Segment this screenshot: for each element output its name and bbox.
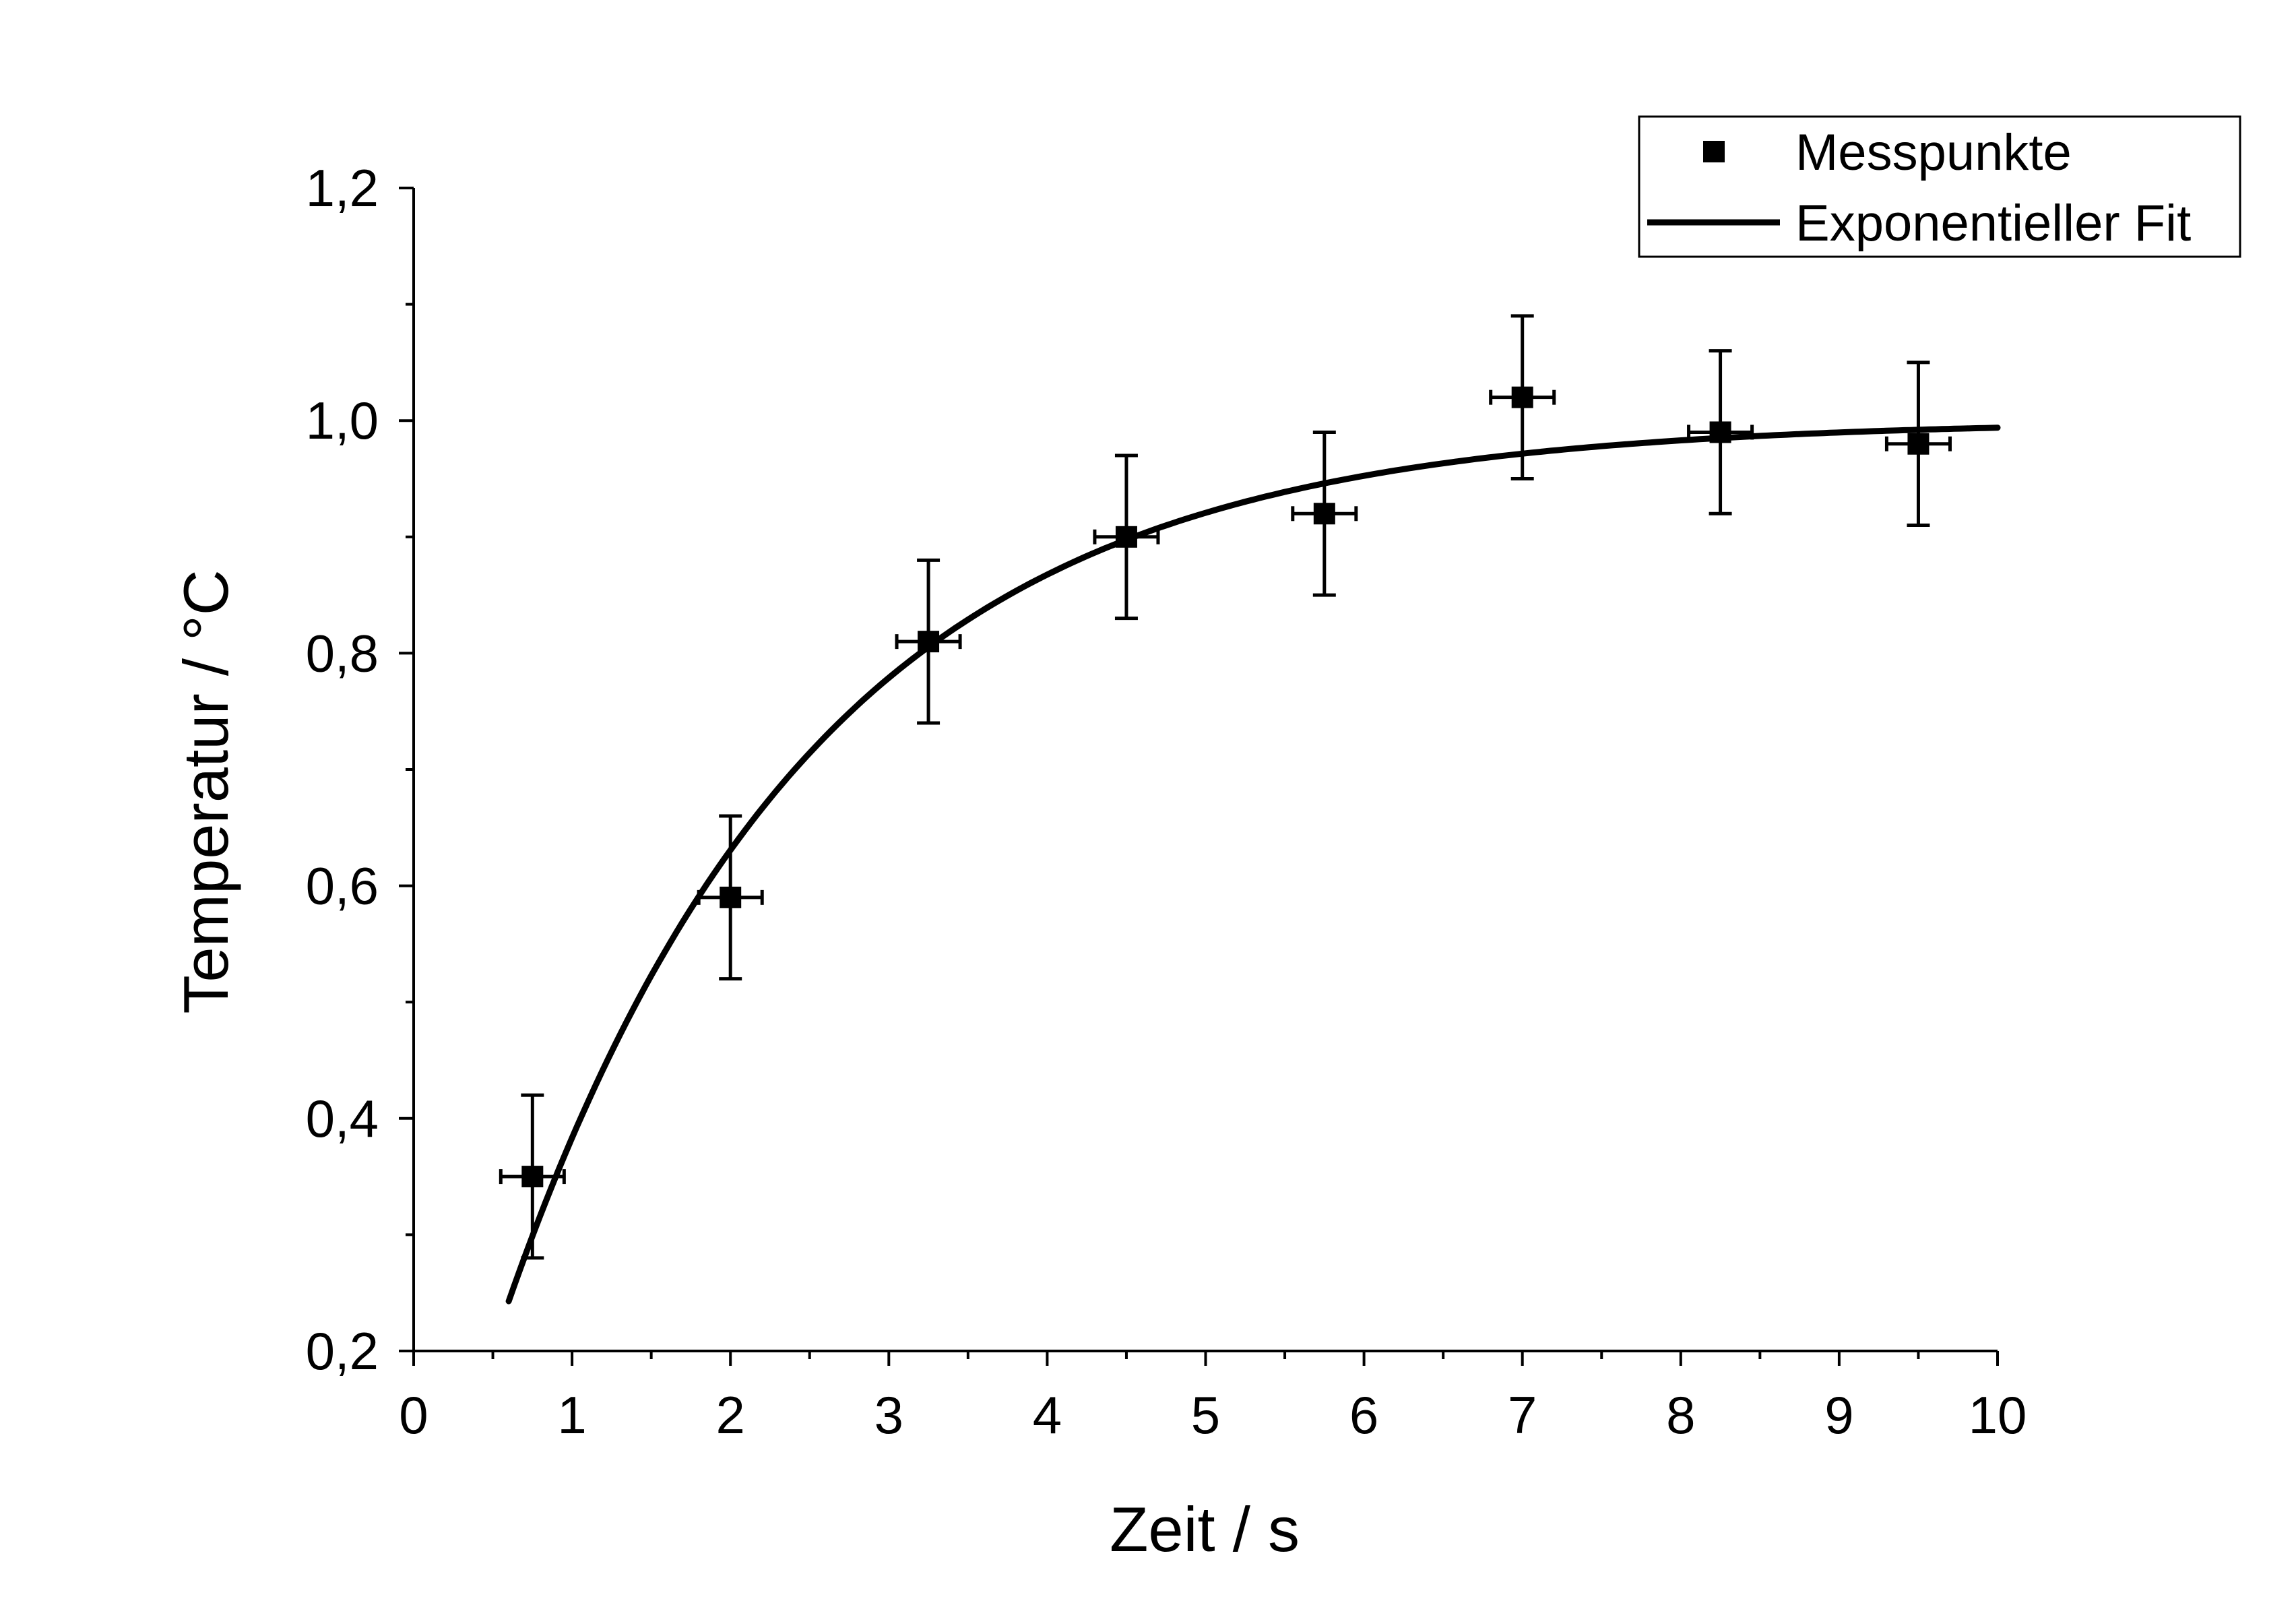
square-marker — [521, 1166, 544, 1188]
tick-marks — [399, 187, 1999, 1366]
data-point — [1291, 430, 1358, 597]
data-point — [697, 814, 764, 981]
y-tick-label: 0,4 — [306, 1089, 379, 1148]
x-axis-title: Zeit / s — [1110, 1494, 1300, 1565]
square-marker — [1115, 526, 1137, 548]
x-tick-label: 4 — [1033, 1385, 1062, 1445]
y-tick-label: 0,6 — [306, 856, 379, 916]
data-point — [1093, 453, 1160, 621]
square-marker — [1907, 433, 1930, 455]
x-tick-label: 5 — [1191, 1385, 1220, 1445]
data-point — [499, 1093, 566, 1260]
x-tick-label: 3 — [874, 1385, 903, 1445]
x-tick-label: 0 — [399, 1385, 428, 1445]
x-tick-label: 6 — [1349, 1385, 1378, 1445]
data-point — [1884, 360, 1952, 528]
square-marker — [1709, 421, 1731, 443]
square-marker — [1511, 386, 1533, 408]
y-tick-label: 1,0 — [306, 391, 379, 450]
legend-label-fit: Exponentieller Fit — [1795, 195, 2191, 252]
fit-curve — [505, 425, 2001, 1305]
square-marker — [720, 886, 742, 908]
y-axis-title: Temperatur / °C — [170, 569, 241, 1013]
data-point — [1489, 314, 1556, 480]
x-tick-label: 2 — [716, 1385, 745, 1445]
y-tick-label: 0,2 — [306, 1321, 379, 1381]
y-tick-label: 0,8 — [306, 623, 379, 683]
legend: Messpunkte Exponentieller Fit — [1638, 115, 2241, 258]
data-point — [895, 558, 962, 725]
y-tick-label: 1,2 — [306, 158, 379, 218]
x-tick-label: 1 — [557, 1385, 586, 1445]
legend-box — [1638, 115, 2241, 258]
square-marker — [918, 631, 940, 653]
square-marker — [1313, 503, 1335, 525]
x-tick-label: 7 — [1508, 1385, 1537, 1445]
data-point — [1687, 349, 1754, 515]
axes — [412, 188, 1998, 1352]
data-points-layer — [499, 314, 1952, 1260]
x-tick-label: 9 — [1824, 1385, 1853, 1445]
fit-curve-layer — [505, 425, 2001, 1305]
x-tick-label: 10 — [1969, 1385, 2027, 1445]
legend-label-measurements: Messpunkte — [1795, 124, 2072, 181]
tick-labels: 0 1 2 3 4 5 6 7 8 9 10 0,2 0,4 0,6 0,8 1,0 1,2 — [306, 158, 2027, 1445]
x-tick-label: 8 — [1666, 1385, 1695, 1445]
legend-marker-square — [1703, 141, 1725, 162]
